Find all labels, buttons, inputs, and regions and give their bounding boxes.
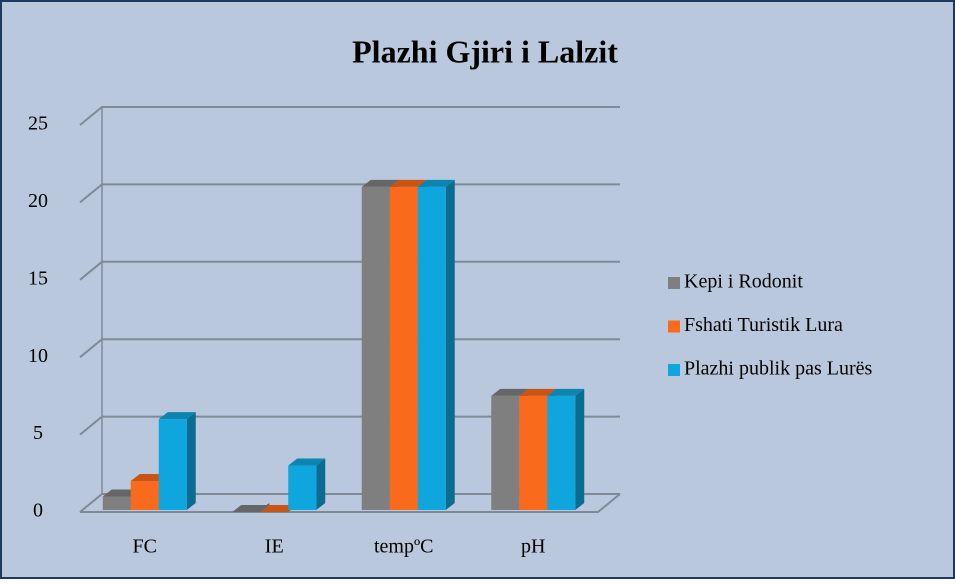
bar-front [519,395,548,510]
bar-top [102,489,140,497]
bar [417,179,455,511]
bar-front [130,481,159,510]
legend-label: Plazhi publik pas Lurës [684,358,873,380]
x-tick-label: pH [521,536,545,558]
bar-front [417,186,446,511]
bar-top [519,388,557,396]
bar-front [361,186,390,511]
legend-swatch [668,320,680,333]
bar-front [158,419,187,510]
grid-line [79,106,620,126]
bar [158,412,196,510]
bar-top [232,505,270,512]
bar-top [158,412,196,420]
y-tick-label: 20 [28,190,48,212]
bar-front [288,465,317,510]
bar-side [445,179,455,511]
bar-side [186,412,196,510]
bar [288,458,326,510]
y-tick-label: 25 [28,113,48,135]
x-tick-label: IE [265,536,284,558]
bar-front [491,395,520,510]
x-tick-label: FC [133,536,157,558]
bar-top [288,458,326,466]
bar [547,388,585,510]
y-tick-label: 0 [33,500,43,522]
x-tick-label: tempºC [374,536,434,558]
y-tick-label: 15 [28,267,48,289]
bar [232,503,270,512]
bar-top [389,179,427,187]
bar-top [491,388,529,396]
bar-side [316,458,326,510]
bar-top [260,505,298,512]
y-tick-label: 10 [28,345,48,367]
chart-title: Plazhi Gjiri i Lalzit [352,33,618,69]
bar-top [361,179,399,187]
bar-top [130,474,168,482]
y-tick-label: 5 [33,422,43,444]
bar-top [417,179,455,187]
bar-front [389,186,418,511]
legend-label: Kepi i Rodonit [684,271,803,293]
legend-swatch [668,277,680,289]
bar-front [102,496,131,510]
bar-top [547,388,585,396]
legend-label: Fshati Turistik Lura [684,314,843,336]
bar-side [575,388,585,510]
legend-swatch [668,364,680,376]
bar-front [547,395,576,510]
